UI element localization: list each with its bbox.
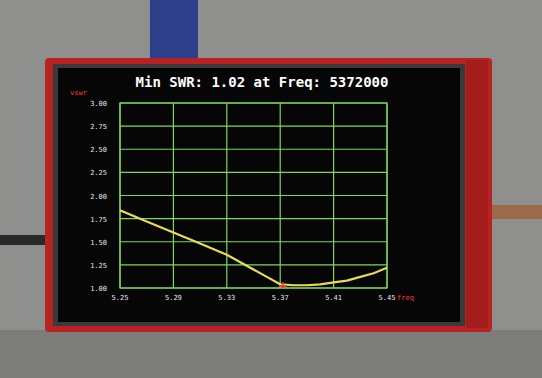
table bbox=[0, 330, 542, 378]
cable-sleeve bbox=[150, 0, 198, 60]
x-tick-label: 5.29 bbox=[165, 294, 182, 302]
series-line bbox=[120, 210, 387, 285]
x-tick-label: 5.25 bbox=[112, 294, 129, 302]
plot-frame bbox=[120, 103, 387, 288]
board-edge bbox=[466, 60, 488, 328]
y-tick-label: 1.00 bbox=[90, 285, 107, 293]
grid-line bbox=[120, 172, 387, 173]
title: Min SWR: 1.02 at Freq: 5372000 bbox=[136, 74, 389, 90]
x-tick-label: 5.33 bbox=[218, 294, 235, 302]
y-tick-label: 1.25 bbox=[90, 262, 107, 270]
y-tick-label: 2.50 bbox=[90, 146, 107, 154]
y-tick-label: 2.00 bbox=[90, 193, 107, 201]
bezel bbox=[53, 64, 465, 326]
board bbox=[45, 58, 492, 332]
y-label: vswr bbox=[70, 89, 87, 97]
screen bbox=[58, 68, 460, 322]
x-tick-label: 5.37 bbox=[272, 294, 289, 302]
min-marker bbox=[279, 282, 287, 288]
grid-line bbox=[120, 195, 387, 196]
y-tick-label: 1.75 bbox=[90, 216, 107, 224]
grid-line bbox=[120, 126, 387, 127]
y-tick-label: 1.50 bbox=[90, 239, 107, 247]
x-tick-label: 5.41 bbox=[325, 294, 342, 302]
grid-line bbox=[120, 218, 387, 219]
x-tick-label: 5.45 bbox=[379, 294, 396, 302]
grid-line bbox=[333, 103, 334, 288]
plot-area bbox=[120, 210, 387, 288]
grid-line bbox=[120, 264, 387, 265]
photo: Min SWR: 1.02 at Freq: 5372000 vswr freq 1.… bbox=[0, 0, 542, 378]
y-tick-label: 3.00 bbox=[90, 100, 107, 108]
grid-line bbox=[280, 103, 281, 288]
grid-line bbox=[173, 103, 174, 288]
grid-line bbox=[120, 149, 387, 150]
background bbox=[0, 0, 542, 378]
x-label: freq bbox=[397, 294, 414, 302]
grid-line bbox=[226, 103, 227, 288]
y-tick-label: 2.25 bbox=[90, 169, 107, 177]
grid-line bbox=[120, 241, 387, 242]
y-tick-label: 2.75 bbox=[90, 123, 107, 131]
canvas: Min SWR: 1.02 at Freq: 5372000 vswr freq 1.… bbox=[0, 0, 542, 378]
